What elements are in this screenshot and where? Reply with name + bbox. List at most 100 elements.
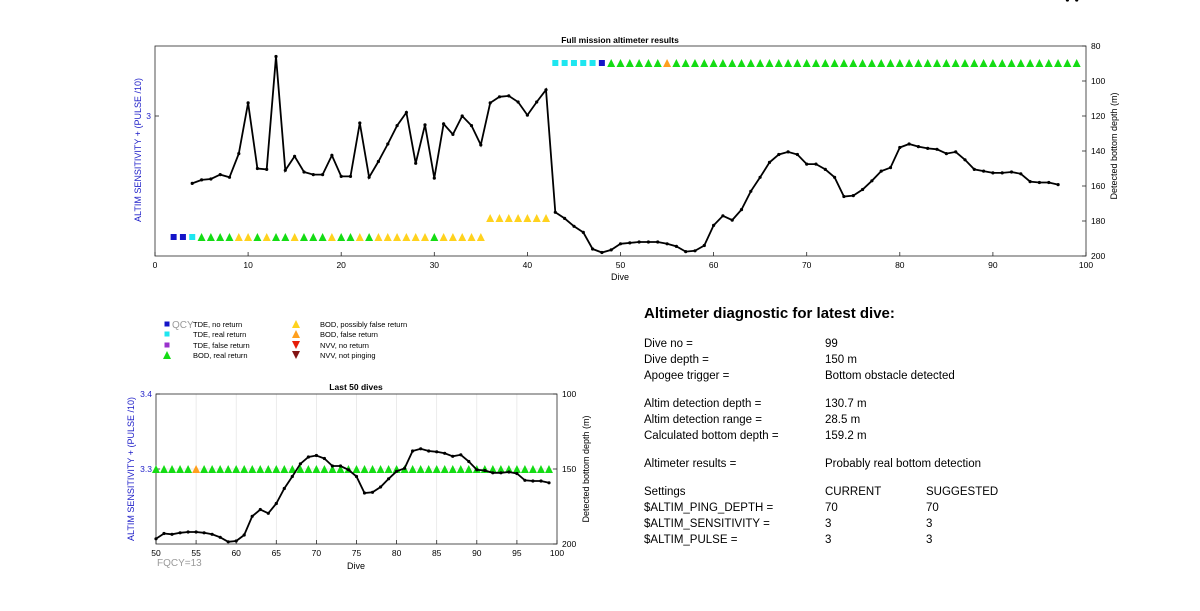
full-mission-marker-84	[933, 59, 942, 67]
full-mission-marker-77	[867, 59, 876, 67]
last-50-depth-point-63	[258, 507, 262, 512]
full-mission-marker-86	[951, 59, 960, 67]
x-tick-label-30: 30	[430, 260, 440, 270]
last-50-marker-83	[416, 465, 425, 473]
last-50-marker-77	[368, 465, 377, 473]
full-mission-y2label: Detected bottom depth (m)	[1109, 92, 1119, 199]
full-mission-depth-point-76	[861, 187, 865, 192]
diagnostic-panel: Altimeter diagnostic for latest dive: Di…	[644, 305, 1164, 550]
full-mission-depth-point-42	[544, 88, 548, 92]
full-mission-depth-point-53	[646, 240, 651, 244]
full-mission-marker-61	[718, 59, 727, 67]
last-50-marker-57	[208, 465, 217, 473]
current-header: CURRENT	[825, 486, 882, 498]
last-50-marker-94	[504, 465, 513, 473]
full-mission-marker-41	[532, 214, 541, 222]
full-mission-marker-82	[914, 59, 923, 67]
diag-row-settings-header: Settings CURRENT SUGGESTED	[644, 486, 1164, 502]
diag-row-det-depth: Altim detection depth = 130.7 m	[644, 398, 1164, 414]
dive-no-value: 99	[825, 338, 838, 350]
pulse-current: 3	[825, 534, 832, 546]
full-mission-depth-point-22	[358, 121, 362, 125]
full-mission-marker-73	[830, 59, 839, 67]
last-50-marker-62	[248, 465, 257, 473]
full-mission-marker-14	[281, 233, 290, 241]
full-mission-depth-point-81	[907, 142, 911, 146]
diagnostic-title: Altimeter diagnostic for latest dive:	[644, 305, 895, 322]
full-mission-depth-point-6	[209, 177, 213, 181]
x-tick-label-10: 10	[243, 260, 253, 270]
last-50-marker-72	[328, 465, 337, 473]
full-mission-depth-point-14	[283, 168, 287, 172]
full-mission-depth-point-82	[916, 145, 921, 149]
full-mission-marker-76	[858, 59, 867, 67]
last-50-marker-68	[296, 465, 305, 473]
full-mission-depth-point-39	[516, 100, 520, 104]
full-mission-marker-23	[365, 233, 374, 241]
full-mission-depth-point-26	[395, 124, 399, 128]
full-mission-depth-point-23	[367, 175, 371, 179]
results-label: Altimeter results =	[644, 458, 737, 470]
x-tick-label-20: 20	[336, 260, 346, 270]
settings-label: Settings	[644, 486, 686, 498]
full-mission-depth-point-35	[479, 143, 483, 147]
full-mission-marker-19	[327, 233, 336, 241]
last-50-depth-point-90	[475, 468, 479, 472]
full-mission-marker-8	[225, 233, 234, 241]
last-50-marker-63	[256, 465, 265, 473]
last-50-marker-78	[376, 465, 385, 473]
last-50-y-ticks: 3.3 3.4	[140, 389, 160, 474]
last-50-depth-point-81	[403, 466, 407, 470]
last-50-depth-point-74	[346, 468, 351, 472]
full-mission-marker-29	[420, 233, 429, 241]
full-mission-marker-53	[644, 59, 653, 67]
last-50-marker-58	[216, 465, 225, 473]
full-mission-depth-point-59	[702, 243, 706, 248]
full-mission-depth-point-48	[600, 250, 604, 255]
pulse-label: $ALTIM_PULSE =	[644, 534, 738, 546]
full-mission-depth-point-20	[339, 174, 343, 178]
det-range-label: Altim detection range =	[644, 414, 762, 426]
full-mission-marker-34	[467, 233, 476, 241]
full-mission-depth-point-98	[1065, 0, 1069, 2]
last-50-depth-point-82	[411, 449, 415, 453]
full-mission-depth-point-80	[898, 145, 902, 150]
full-mission-marker-56	[672, 59, 681, 67]
full-mission-marker-46	[580, 60, 587, 66]
last-50-depth-point-86	[443, 451, 447, 455]
full-mission-depth-point-24	[376, 159, 380, 164]
full-mission-depth-point-91	[1000, 171, 1004, 175]
x-tick-label-100: 100	[1079, 260, 1093, 270]
full-mission-title: Full mission altimeter results	[561, 35, 679, 45]
full-mission-depth-point-16	[302, 170, 306, 174]
last-50-depth-point-72	[330, 464, 334, 468]
last-50-marker-66	[280, 465, 289, 473]
full-mission-depth-point-9	[237, 152, 241, 156]
last-50-depth-point-66	[282, 486, 286, 491]
last-50-marker-85	[432, 465, 441, 473]
full-mission-depth-point-96	[1047, 180, 1051, 185]
full-mission-depth-point-7	[218, 173, 222, 177]
last-50-depth-point-61	[242, 533, 246, 537]
last-50-depth-point-68	[298, 462, 302, 466]
suggested-header: SUGGESTED	[926, 486, 999, 498]
last-50-y2label: Detected bottom depth (m)	[581, 415, 591, 522]
last-50-depth-point-64	[266, 511, 270, 515]
full-mission-marker-5	[197, 233, 206, 241]
full-mission-marker-18	[318, 233, 327, 241]
last-50-marker-54	[184, 465, 193, 473]
y-tick-label-3: 3	[146, 111, 151, 121]
watermark-top: QCY	[172, 320, 194, 331]
full-mission-depth-point-31	[442, 122, 446, 126]
full-mission-depth-point-36	[488, 101, 492, 105]
full-mission-marker-16	[299, 233, 308, 241]
last-50-marker-86	[440, 465, 449, 473]
last-50-depth-point-75	[354, 474, 359, 479]
full-mission-depth-point-49	[609, 248, 613, 252]
last-50-depth-point-58	[218, 535, 222, 539]
dive-no-label: Dive no =	[644, 338, 693, 350]
full-mission-depth-point-89	[982, 169, 986, 173]
diag-row-pulse: $ALTIM_PULSE = 3 3	[644, 534, 1164, 550]
full-mission-marker-72	[821, 59, 830, 67]
